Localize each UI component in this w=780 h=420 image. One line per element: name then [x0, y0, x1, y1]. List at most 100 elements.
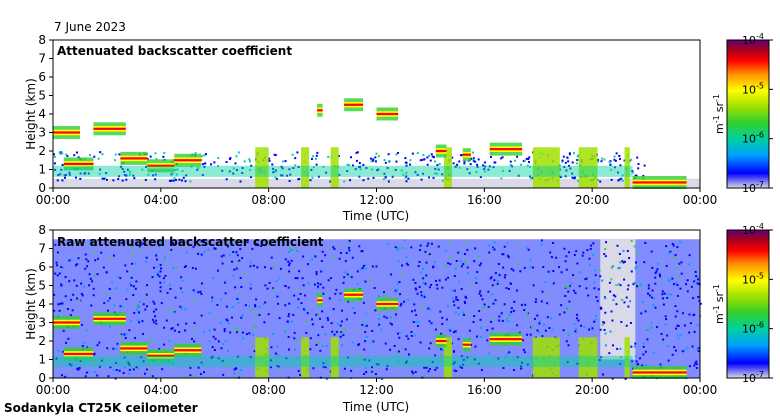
noise-speck — [690, 285, 693, 288]
noise-speck — [673, 346, 676, 349]
noise-speck — [365, 324, 368, 327]
boundary-speck — [358, 166, 361, 169]
boundary-speck — [429, 159, 432, 162]
boundary-speck — [372, 158, 375, 161]
cloud-layer-core — [344, 103, 364, 106]
boundary-speck — [235, 155, 238, 158]
noise-speck — [616, 244, 619, 247]
cloud-layer-core — [632, 371, 687, 374]
boundary-speck — [420, 178, 423, 181]
noise-speck — [211, 355, 214, 358]
noise-speck — [109, 366, 112, 369]
boundary-speck — [346, 170, 349, 173]
noise-speck — [413, 303, 416, 306]
noise-speck — [543, 323, 546, 326]
noise-speck — [487, 244, 490, 247]
boundary-speck — [65, 153, 68, 156]
boundary-speck — [235, 169, 238, 172]
noise-speck — [272, 333, 275, 336]
noise-speck — [440, 348, 443, 351]
noise-speck — [197, 291, 200, 294]
noise-speck — [666, 344, 669, 347]
noise-speck — [145, 293, 148, 296]
noise-speck — [693, 364, 696, 367]
noise-speck — [222, 254, 225, 257]
noise-speck — [459, 365, 462, 368]
noise-speck — [189, 366, 192, 369]
boundary-speck — [59, 152, 62, 155]
noise-speck — [92, 287, 95, 290]
boundary-speck — [174, 178, 177, 181]
noise-speck — [598, 358, 601, 361]
noise-speck — [671, 353, 674, 356]
boundary-speck — [484, 165, 487, 168]
noise-speck — [237, 301, 240, 304]
boundary-speck — [120, 165, 123, 168]
noise-speck — [675, 327, 678, 330]
noise-speck — [165, 319, 168, 322]
noise-speck — [453, 350, 456, 353]
noise-speck — [596, 300, 599, 303]
noise-speck — [344, 260, 347, 263]
noise-speck — [227, 322, 230, 325]
noise-speck — [156, 273, 159, 276]
noise-speck — [696, 348, 699, 351]
noise-speck — [208, 312, 211, 315]
noise-speck — [79, 360, 82, 363]
noise-speck — [688, 254, 691, 257]
date-label: 7 June 2023 — [54, 20, 126, 34]
noise-speck — [159, 241, 162, 244]
boundary-speck — [452, 162, 455, 165]
boundary-speck — [117, 178, 120, 181]
noise-speck — [71, 241, 74, 244]
noise-speck — [134, 262, 137, 265]
noise-speck — [77, 368, 80, 371]
noise-speck — [83, 285, 86, 288]
noise-speck — [608, 352, 611, 355]
noise-speck — [530, 326, 533, 329]
noise-speck — [326, 317, 329, 320]
noise-speck — [394, 354, 397, 357]
boundary-speck — [93, 155, 96, 158]
boundary-speck — [509, 163, 512, 166]
boundary-speck — [372, 159, 375, 162]
noise-speck — [448, 328, 451, 331]
noise-speck — [428, 347, 431, 350]
noise-speck — [602, 373, 605, 376]
x-axis-attenuated: 00:00 04:00 08:00 12:00 16:00 20:00 00:00 — [36, 188, 717, 207]
x-tick-label: 20:00 — [575, 193, 610, 207]
boundary-speck — [466, 168, 469, 171]
noise-speck — [624, 377, 627, 380]
noise-speck — [193, 322, 196, 325]
noise-speck — [512, 269, 515, 272]
noise-speck — [671, 242, 674, 245]
noise-speck — [604, 297, 607, 300]
boundary-speck — [441, 179, 444, 182]
boundary-speck — [126, 168, 129, 171]
boundary-speck — [395, 153, 398, 156]
noise-speck — [310, 258, 313, 261]
noise-speck — [469, 283, 472, 286]
boundary-speck — [132, 174, 135, 177]
noise-speck — [509, 313, 512, 316]
noise-speck — [386, 365, 389, 368]
noise-speck — [567, 286, 570, 289]
noise-speck — [86, 265, 89, 268]
noise-speck — [472, 320, 475, 323]
noise-speck — [249, 261, 252, 264]
noise-speck — [329, 277, 332, 280]
noise-speck — [293, 337, 296, 340]
noise-speck — [371, 329, 374, 332]
noise-speck — [429, 342, 432, 345]
noise-speck — [619, 362, 622, 365]
noise-speck — [422, 268, 425, 271]
boundary-speck — [59, 151, 62, 154]
noise-speck — [350, 276, 353, 279]
boundary-speck — [232, 167, 235, 170]
noise-speck — [636, 363, 639, 366]
noise-speck — [412, 372, 415, 375]
precipitation-column — [301, 147, 310, 188]
noise-speck — [96, 273, 99, 276]
boundary-speck — [426, 163, 429, 166]
